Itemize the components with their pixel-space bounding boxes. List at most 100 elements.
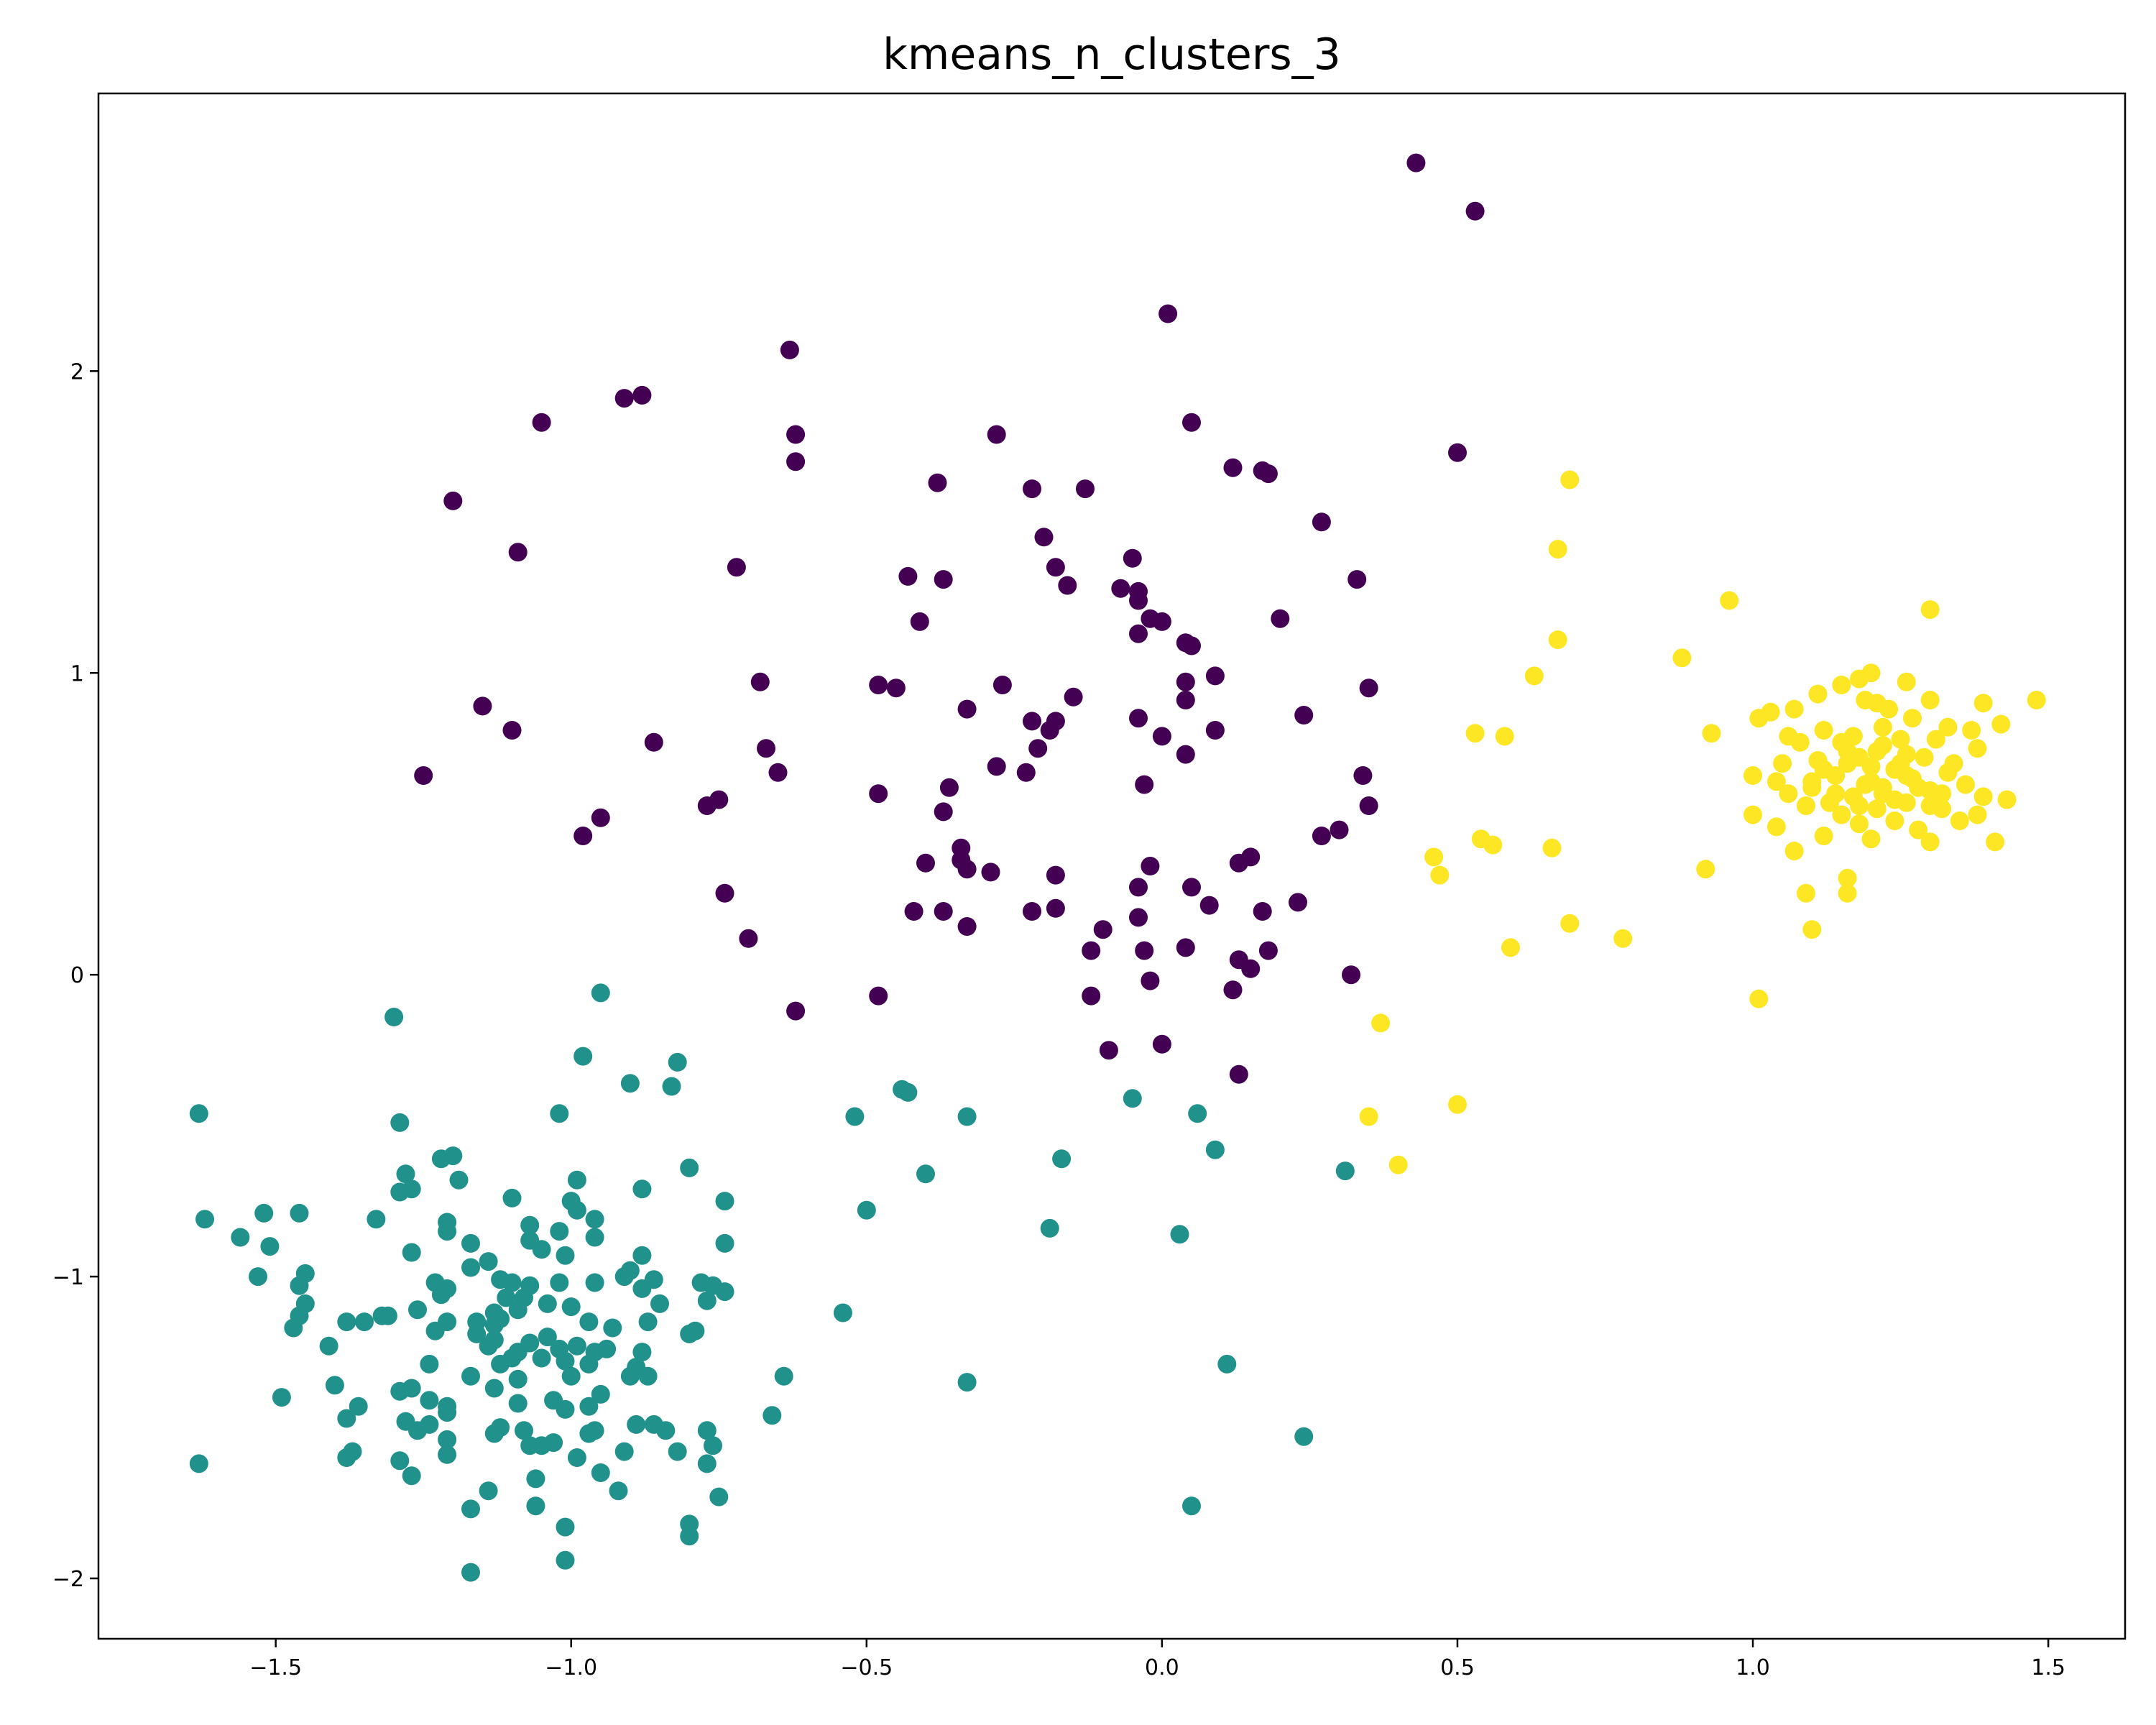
scatter-point-cluster-1 xyxy=(325,1376,344,1395)
scatter-point-cluster-1 xyxy=(561,1366,581,1386)
scatter-point-cluster-1 xyxy=(680,1527,699,1546)
scatter-point-cluster-0 xyxy=(934,570,953,589)
scatter-point-cluster-2 xyxy=(1909,820,1928,840)
scatter-point-cluster-2 xyxy=(1388,1155,1408,1174)
scatter-point-cluster-0 xyxy=(1141,857,1160,875)
scatter-point-cluster-2 xyxy=(1773,754,1792,773)
scatter-point-cluster-1 xyxy=(390,1182,410,1202)
scatter-point-cluster-0 xyxy=(750,672,770,691)
scatter-point-cluster-2 xyxy=(1542,838,1562,857)
scatter-point-cluster-2 xyxy=(1861,772,1881,791)
scatter-point-cluster-1 xyxy=(650,1294,669,1313)
scatter-point-cluster-0 xyxy=(614,389,634,408)
scatter-point-cluster-1 xyxy=(704,1436,722,1455)
scatter-point-cluster-1 xyxy=(438,1430,457,1449)
scatter-point-cluster-2 xyxy=(1749,709,1769,728)
scatter-point-cluster-1 xyxy=(662,1077,681,1096)
scatter-point-cluster-2 xyxy=(1867,742,1886,761)
scatter-point-cluster-1 xyxy=(632,1279,652,1298)
scatter-point-cluster-1 xyxy=(337,1312,356,1332)
scatter-point-cluster-2 xyxy=(1968,805,1987,824)
y-tick-label: −2 xyxy=(52,1567,84,1592)
scatter-point-cluster-1 xyxy=(579,1312,599,1332)
scatter-point-cluster-1 xyxy=(508,1369,528,1389)
scatter-point-cluster-0 xyxy=(532,413,551,432)
scatter-point-cluster-2 xyxy=(1838,883,1857,903)
scatter-point-cluster-2 xyxy=(1826,784,1846,804)
scatter-point-cluster-0 xyxy=(1199,896,1219,915)
scatter-point-cluster-0 xyxy=(1141,971,1160,990)
scatter-point-cluster-1 xyxy=(1188,1104,1207,1123)
scatter-point-cluster-0 xyxy=(1330,820,1349,840)
scatter-point-cluster-1 xyxy=(774,1366,793,1386)
scatter-point-cluster-2 xyxy=(1932,784,1952,804)
scatter-point-cluster-0 xyxy=(1176,938,1195,957)
scatter-point-cluster-0 xyxy=(1034,528,1054,547)
scatter-point-cluster-1 xyxy=(408,1421,427,1440)
scatter-point-cluster-2 xyxy=(1766,817,1786,837)
scatter-point-cluster-1 xyxy=(1052,1149,1072,1169)
scatter-point-cluster-0 xyxy=(1205,721,1225,740)
scatter-point-cluster-1 xyxy=(591,1463,610,1482)
scatter-point-cluster-1 xyxy=(680,1324,699,1343)
scatter-point-cluster-0 xyxy=(1253,902,1272,921)
scatter-point-cluster-1 xyxy=(845,1107,865,1126)
scatter-point-cluster-1 xyxy=(355,1312,374,1332)
scatter-point-cluster-2 xyxy=(1797,883,1815,903)
scatter-point-cluster-2 xyxy=(1784,842,1804,860)
scatter-point-cluster-1 xyxy=(632,1343,652,1362)
scatter-point-cluster-0 xyxy=(591,808,610,827)
scatter-point-cluster-2 xyxy=(1483,835,1503,855)
scatter-point-cluster-1 xyxy=(567,1170,586,1190)
scatter-point-cluster-2 xyxy=(1944,754,1963,773)
scatter-point-cluster-2 xyxy=(1720,591,1739,610)
scatter-point-cluster-1 xyxy=(556,1517,575,1537)
scatter-point-cluster-2 xyxy=(1743,805,1762,824)
scatter-point-cluster-2 xyxy=(1903,709,1922,728)
scatter-point-cluster-1 xyxy=(337,1448,356,1467)
scatter-point-cluster-0 xyxy=(1359,678,1378,698)
scatter-point-cluster-2 xyxy=(1465,724,1485,743)
y-tick-label: 0 xyxy=(70,963,84,988)
scatter-point-cluster-2 xyxy=(1838,742,1857,761)
scatter-point-cluster-1 xyxy=(668,1442,687,1461)
scatter-point-cluster-0 xyxy=(1465,201,1485,221)
x-tick-label: 0.5 xyxy=(1440,1655,1475,1680)
scatter-point-cluster-1 xyxy=(402,1243,421,1262)
scatter-point-cluster-0 xyxy=(1028,739,1048,758)
scatter-point-cluster-2 xyxy=(1548,540,1567,559)
scatter-point-cluster-1 xyxy=(260,1237,280,1256)
scatter-point-cluster-1 xyxy=(526,1496,545,1516)
scatter-point-cluster-0 xyxy=(1082,986,1101,1006)
scatter-point-cluster-1 xyxy=(438,1445,457,1464)
scatter-point-cluster-1 xyxy=(390,1113,410,1132)
scatter-point-cluster-2 xyxy=(1920,600,1940,620)
scatter-point-cluster-2 xyxy=(1891,730,1910,749)
scatter-point-cluster-0 xyxy=(939,778,959,797)
scatter-point-cluster-2 xyxy=(1797,796,1815,815)
x-tick-label: 1.5 xyxy=(2031,1655,2065,1680)
y-tick-label: −1 xyxy=(52,1265,84,1290)
scatter-point-cluster-1 xyxy=(484,1424,504,1443)
scatter-point-cluster-0 xyxy=(1312,512,1331,532)
x-tick-label: −1.5 xyxy=(249,1655,302,1680)
scatter-point-cluster-2 xyxy=(1968,739,1987,758)
scatter-point-cluster-0 xyxy=(1223,458,1243,477)
scatter-point-cluster-2 xyxy=(1920,796,1940,815)
scatter-point-cluster-0 xyxy=(1176,672,1195,691)
scatter-point-cluster-1 xyxy=(585,1228,604,1247)
scatter-point-cluster-0 xyxy=(1289,893,1307,912)
scatter-point-cluster-2 xyxy=(1814,827,1833,845)
scatter-point-cluster-0 xyxy=(1359,796,1378,815)
scatter-point-cluster-1 xyxy=(408,1300,427,1320)
scatter-point-cluster-2 xyxy=(1861,829,1881,849)
scatter-point-cluster-2 xyxy=(1808,684,1828,704)
scatter-point-cluster-1 xyxy=(550,1104,569,1123)
scatter-point-cluster-2 xyxy=(1986,832,2005,852)
scatter-point-cluster-2 xyxy=(1920,832,1940,852)
scatter-point-cluster-1 xyxy=(620,1074,640,1093)
scatter-point-cluster-1 xyxy=(532,1240,551,1259)
scatter-point-cluster-2 xyxy=(1915,748,1934,767)
scatter-point-cluster-1 xyxy=(556,1351,575,1371)
